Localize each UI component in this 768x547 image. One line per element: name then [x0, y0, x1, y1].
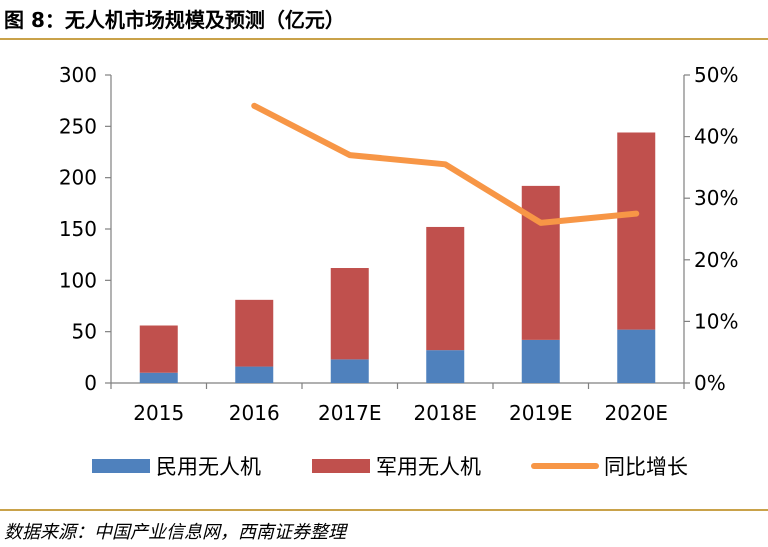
right-tick-label: 0% — [694, 371, 726, 395]
legend-label-military: 军用无人机 — [376, 455, 481, 479]
growth-point — [633, 211, 639, 217]
tick-labels: 0 50 100 150 200 250 300 0% 10% 20% 30% 40% 50% 2015 2… — [59, 63, 739, 425]
x-tick-label: 2016 — [229, 401, 280, 425]
right-tick-label: 30% — [694, 186, 738, 210]
bottom-rule — [0, 509, 768, 511]
legend-item-military: 军用无人机 — [312, 455, 481, 479]
x-tick-label: 2018E — [413, 401, 477, 425]
x-tick-label: 2020E — [604, 401, 668, 425]
left-tick-label: 0 — [84, 371, 97, 395]
left-tick-label: 50 — [72, 320, 97, 344]
x-tick-label: 2017E — [318, 401, 382, 425]
left-tick-label: 250 — [59, 114, 97, 138]
growth-line-layer — [251, 102, 640, 226]
right-tick-label: 10% — [694, 309, 738, 333]
bar-military — [426, 226, 465, 351]
bar-military — [617, 132, 656, 330]
figure-title: 图 8：无人机市场规模及预测（亿元） — [4, 8, 345, 32]
x-tick-label: 2019E — [509, 401, 573, 425]
bars — [139, 132, 656, 383]
growth-point — [347, 152, 353, 158]
bar-civil — [235, 366, 274, 383]
growth-point — [251, 103, 257, 109]
top-rule — [0, 38, 768, 40]
legend-item-civil: 民用无人机 — [92, 455, 261, 479]
legend-item-growth: 同比增长 — [531, 455, 688, 479]
bar-civil — [330, 359, 369, 383]
bar-civil — [617, 329, 656, 383]
bar-military — [330, 268, 369, 360]
growth-point — [442, 161, 448, 167]
bar-military — [139, 325, 178, 373]
legend-label-growth: 同比增长 — [604, 455, 688, 479]
left-tick-label: 100 — [59, 268, 97, 292]
legend: 民用无人机 军用无人机 同比增长 — [92, 455, 688, 479]
right-tick-label: 50% — [694, 63, 738, 87]
source-note: 数据来源：中国产业信息网，西南证券整理 — [4, 522, 346, 543]
bar-civil — [521, 339, 560, 383]
growth-point — [538, 220, 544, 226]
left-tick-label: 200 — [59, 166, 97, 190]
bar-civil — [426, 350, 465, 383]
bar-civil — [139, 372, 178, 383]
right-tick-label: 40% — [694, 125, 738, 149]
axes — [105, 74, 690, 389]
bar-military — [521, 185, 560, 340]
legend-swatch-military — [312, 459, 370, 473]
right-tick-label: 20% — [694, 248, 738, 272]
legend-swatch-civil — [92, 459, 150, 473]
legend-label-civil: 民用无人机 — [156, 455, 261, 479]
left-tick-label: 300 — [59, 63, 97, 87]
left-tick-label: 150 — [59, 217, 97, 241]
bar-military — [235, 299, 274, 367]
x-tick-label: 2015 — [133, 401, 184, 425]
